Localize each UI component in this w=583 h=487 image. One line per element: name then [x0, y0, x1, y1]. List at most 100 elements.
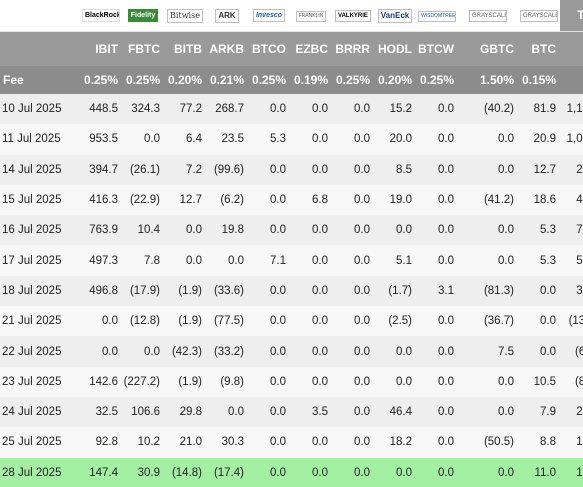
flow-cell: 0.0	[290, 94, 332, 124]
flow-cell: 8.5	[374, 155, 416, 185]
table-row: 17 Jul 2025 497.3 7.8 0.0 0.0 7.1 0.0 0.0 5.1 0.0…	[0, 245, 583, 275]
flow-cell: (41.2)	[458, 185, 518, 215]
flow-cell: 268.7	[206, 94, 248, 124]
flow-cell: 5.3	[248, 124, 290, 154]
flow-cell: 0.0	[332, 276, 374, 306]
flow-cell: 0.0	[416, 185, 458, 215]
table-row: 22 Jul 2025 0.0 0.0 (42.3) (33.2) 0.0 0.0 0.0 0.…	[0, 336, 583, 366]
fee-btcw: 0.25%	[416, 66, 458, 94]
fee-gbtc: 1.50%	[458, 66, 518, 94]
row-date: 15 Jul 2025	[0, 185, 80, 215]
ticker-total-blank	[560, 31, 583, 66]
row-total: (131.4)	[560, 306, 583, 336]
flow-cell: 0.0	[518, 336, 560, 366]
flow-cell: 0.0	[416, 94, 458, 124]
flow-cell: (81.3)	[458, 276, 518, 306]
invesco-logo-icon: Invesco	[253, 9, 285, 22]
ticker-bitb: BITB	[164, 31, 206, 66]
table-row: 14 Jul 2025 394.7 (26.1) 7.2 (99.6) 0.0 0.0 0.0…	[0, 155, 583, 185]
flow-cell: 0.0	[122, 124, 164, 154]
flow-cell: (1.7)	[374, 276, 416, 306]
row-total: (68.0)	[560, 336, 583, 366]
table-row: 24 Jul 2025 32.5 106.6 29.8 0.0 0.0 3.5 0.0 46.4…	[0, 397, 583, 427]
flow-cell: (1.9)	[164, 306, 206, 336]
flow-cell: 0.0	[248, 306, 290, 336]
flow-cell: (17.9)	[122, 276, 164, 306]
fidelity-logo-icon: Fidelity	[128, 9, 159, 22]
flow-cell: 763.9	[80, 215, 122, 245]
flow-cell: 0.0	[248, 155, 290, 185]
flow-cell: (2.5)	[374, 306, 416, 336]
flow-cell: 394.7	[80, 155, 122, 185]
flow-cell: (50.5)	[458, 427, 518, 457]
flow-cell: 92.8	[80, 427, 122, 457]
row-date: 18 Jul 2025	[0, 276, 80, 306]
flow-cell: 7.8	[122, 245, 164, 275]
flow-cell: 46.4	[374, 397, 416, 427]
flow-cell: 0.0	[248, 276, 290, 306]
fee-btc: 0.15%	[518, 66, 560, 94]
flow-cell: 0.0	[248, 336, 290, 366]
table-row: 23 Jul 2025 142.6 (227.2) (1.9) (9.8) 0.0 0.0 0…	[0, 367, 583, 397]
flow-cell: 0.0	[248, 215, 290, 245]
fee-fbtc: 0.25%	[122, 66, 164, 94]
flow-cell: 448.5	[80, 94, 122, 124]
row-date: 11 Jul 2025	[0, 124, 80, 154]
fee-total-blank	[560, 66, 583, 94]
issuer-logo-cell: Bitwise	[164, 0, 206, 31]
table-row: 15 Jul 2025 416.3 (22.9) 12.7 (6.2) 0.0 6.8 0.0…	[0, 185, 583, 215]
row-total: 130.8	[560, 427, 583, 457]
ticker-btcw: BTCW	[416, 31, 458, 66]
flow-cell: 0.0	[416, 245, 458, 275]
flow-cell: 32.5	[80, 397, 122, 427]
flow-cell: 0.0	[458, 367, 518, 397]
table-row: 16 Jul 2025 763.9 10.4 0.0 19.8 0.0 0.0 0.0 0.0 0…	[0, 215, 583, 245]
flow-cell: 0.0	[332, 215, 374, 245]
flow-cell: (1.9)	[164, 276, 206, 306]
table-row: 18 Jul 2025 496.8 (17.9) (1.9) (33.6) 0.0 0.0 0…	[0, 276, 583, 306]
ark-logo-icon: ARK	[215, 9, 238, 23]
row-date: 17 Jul 2025	[0, 245, 80, 275]
flow-cell: (77.5)	[206, 306, 248, 336]
flow-cell: 142.6	[80, 367, 122, 397]
flow-cell: 19.0	[374, 185, 416, 215]
flow-cell: 0.0	[206, 245, 248, 275]
flow-cell: 29.8	[164, 397, 206, 427]
flow-cell: 0.0	[290, 367, 332, 397]
issuer-logo-cell: BlackRock	[80, 0, 122, 31]
flow-cell: 6.4	[164, 124, 206, 154]
valkyrie-logo-icon: VALKYRIE	[335, 10, 371, 22]
row-date: 25 Jul 2025	[0, 427, 80, 457]
flow-cell: 496.8	[80, 276, 122, 306]
flow-cell: (227.2)	[122, 367, 164, 397]
row-date: 24 Jul 2025	[0, 397, 80, 427]
fee-bitb: 0.20%	[164, 66, 206, 94]
flow-cell: 0.0	[332, 427, 374, 457]
flow-cell: 11.0	[518, 458, 560, 487]
blackrock-logo-icon: BlackRock	[82, 9, 120, 22]
flow-cell: 7.1	[248, 245, 290, 275]
row-total: 363.5	[560, 276, 583, 306]
flow-cell: 0.0	[416, 427, 458, 457]
ticker-gbtc: GBTC	[458, 31, 518, 66]
flow-cell: 953.5	[80, 124, 122, 154]
flow-cell: 0.0	[332, 336, 374, 366]
grayscale-logo-icon: GRAYSCALE	[469, 10, 507, 22]
flow-cell: (12.8)	[122, 306, 164, 336]
vaneck-logo-icon: VanEck	[378, 9, 412, 23]
row-total: 1,029.6	[560, 124, 583, 154]
flow-cell: 30.3	[206, 427, 248, 457]
fee-label: Fee	[0, 66, 80, 94]
flow-cell: (6.2)	[206, 185, 248, 215]
flow-cell: 0.0	[290, 124, 332, 154]
flow-cell: 0.0	[290, 336, 332, 366]
table-row: 28 Jul 2025 147.4 30.9 (14.8) (17.4) 0.0 0.0 0.…	[0, 458, 583, 487]
flow-cell: 106.6	[122, 397, 164, 427]
row-date: 22 Jul 2025	[0, 336, 80, 366]
flow-cell: 0.0	[374, 367, 416, 397]
ticker-btc: BTC	[518, 31, 560, 66]
row-total: 1,175.6	[560, 94, 583, 124]
flow-cell: 3.1	[416, 276, 458, 306]
ticker-btco: BTCO	[248, 31, 290, 66]
flow-cell: 3.5	[290, 397, 332, 427]
